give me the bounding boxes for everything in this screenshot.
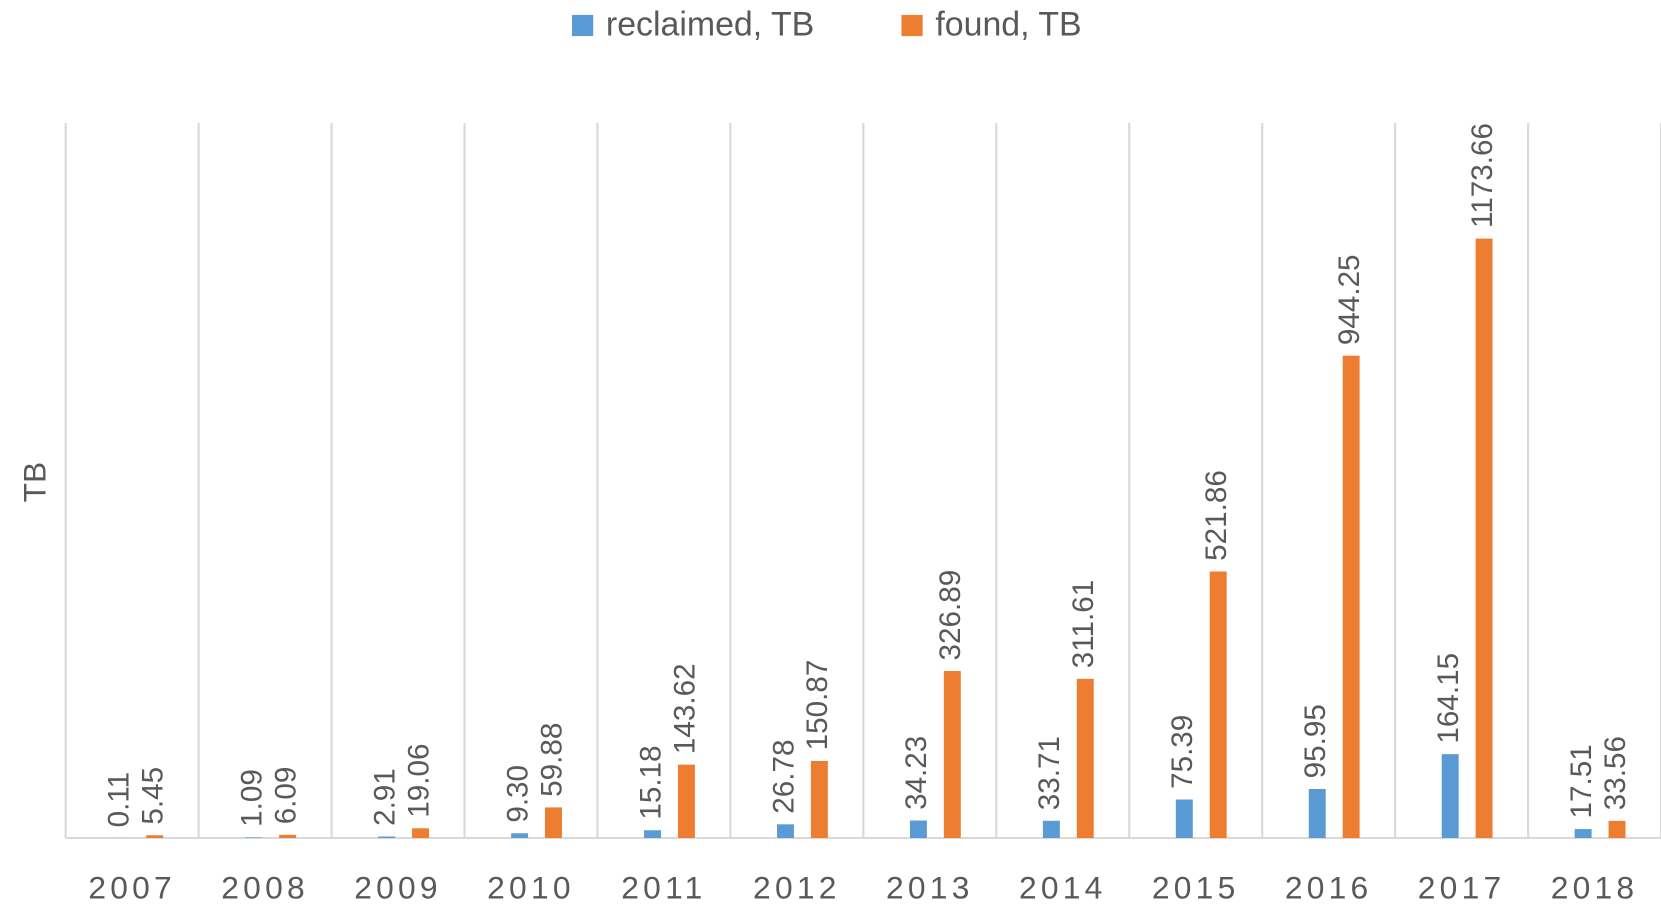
bar (279, 835, 296, 838)
data-label: 33.71 (1033, 736, 1066, 810)
bar (1609, 821, 1626, 838)
bar (378, 837, 395, 838)
data-label: 2.91 (368, 768, 401, 826)
legend-label: reclaimed, TB (606, 6, 814, 44)
x-tick-label: 2015 (1152, 869, 1240, 905)
bar (245, 837, 262, 838)
x-tick-label: 2013 (886, 869, 974, 905)
data-label: 6.09 (269, 767, 302, 825)
data-label: 26.78 (767, 740, 800, 814)
bar (644, 830, 661, 838)
x-tick-label: 2007 (88, 869, 176, 905)
data-label: 33.56 (1599, 736, 1632, 810)
bar (1476, 239, 1493, 838)
bar (910, 821, 927, 838)
bar (777, 824, 794, 838)
bar (1176, 799, 1193, 838)
x-tick-label: 2008 (221, 869, 309, 905)
x-tick-label: 2017 (1418, 869, 1506, 905)
data-label: 164.15 (1432, 653, 1465, 744)
legend-swatch (572, 15, 593, 36)
data-label: 1173.66 (1466, 123, 1499, 228)
data-label: 1.09 (236, 769, 269, 827)
bar (1309, 789, 1326, 838)
bar (545, 807, 562, 838)
data-label: 59.88 (535, 723, 568, 797)
bar (1575, 829, 1592, 838)
bar (1210, 571, 1227, 838)
data-label: 150.87 (801, 660, 834, 751)
data-label: 326.89 (934, 570, 967, 661)
bar (944, 671, 961, 838)
legend-swatch (901, 15, 922, 36)
data-label: 9.30 (501, 765, 534, 823)
x-tick-label: 2011 (621, 869, 706, 905)
data-label: 17.51 (1565, 744, 1598, 818)
bar (1343, 356, 1360, 838)
x-tick-label: 2016 (1285, 869, 1373, 905)
bar (146, 835, 163, 838)
x-tick-label: 2018 (1551, 869, 1639, 905)
data-label: 944.25 (1333, 254, 1366, 345)
data-label: 19.06 (402, 743, 435, 817)
data-label: 15.18 (634, 745, 667, 819)
x-tick-label: 2014 (1019, 869, 1107, 905)
x-tick-label: 2009 (354, 869, 442, 905)
data-label: 521.86 (1200, 470, 1233, 561)
x-tick-label: 2010 (487, 869, 575, 905)
bar (811, 761, 828, 838)
data-label: 34.23 (900, 736, 933, 810)
legend-label: found, TB (935, 6, 1081, 44)
bar (1077, 679, 1094, 838)
bar (412, 828, 429, 838)
data-label: 5.45 (136, 767, 169, 825)
x-tick-label: 2012 (753, 869, 841, 905)
data-label: 0.11 (103, 772, 136, 828)
data-label: 75.39 (1166, 715, 1199, 789)
data-label: 311.61 (1067, 580, 1100, 669)
data-label: 143.62 (668, 663, 701, 754)
bar (678, 765, 695, 838)
y-axis-title: TB (16, 462, 52, 503)
bar (511, 833, 528, 838)
data-label: 95.95 (1299, 704, 1332, 778)
bar (1043, 821, 1060, 838)
bar (1442, 754, 1459, 838)
